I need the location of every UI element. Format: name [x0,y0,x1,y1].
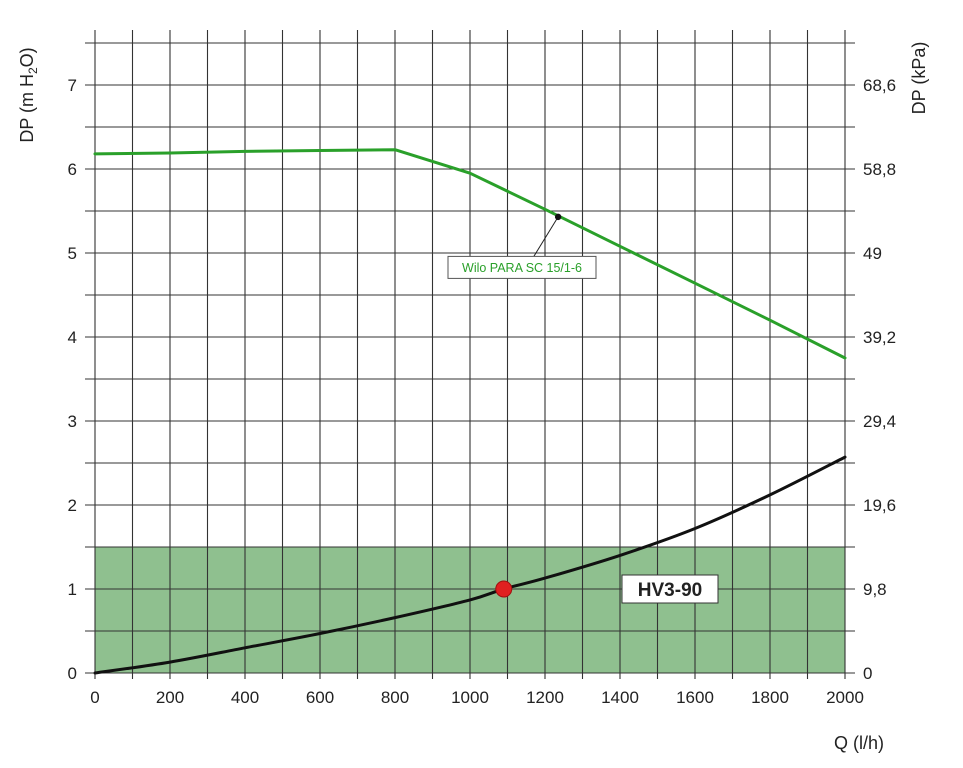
y-tick-label-left: 2 [68,496,77,515]
x-tick-label: 1800 [751,688,789,707]
grid [85,30,855,679]
annotation-label-wilo: Wilo PARA SC 15/1-6 [462,261,582,275]
y-tick-label-left: 7 [68,76,77,95]
annotation-box-wilo [447,255,597,279]
x-tick-label: 2000 [826,688,864,707]
series-line-hv3-90 [93,455,847,675]
x-tick-label: 1400 [601,688,639,707]
y-tick-label-right: 49 [863,244,882,263]
x-tick-label: 1600 [676,688,714,707]
annotation-layer: Wilo PARA SC 15/1-6 HV3-90 [447,213,719,604]
x-tick-label: 800 [381,688,409,707]
y-tick-label-right: 39,2 [863,328,896,347]
y-axis-title-suffix: O) [17,47,37,67]
annotation-box-hv3-90 [621,574,719,604]
x-tick-label: 0 [90,688,99,707]
y-tick-label-right: 58,8 [863,160,896,179]
tick-labels: 0 200 400 600 800 1000 1200 1400 1600 1800 2000 0 1 2… [68,76,897,707]
y-tick-label-right: 29,4 [863,412,896,431]
annotation-label-hv3-90: HV3-90 [638,580,702,601]
x-tick-label: 600 [306,688,334,707]
x-tick-label: 1200 [526,688,564,707]
x-tick-label: 1000 [451,688,489,707]
y-tick-label-right: 9,8 [863,580,887,599]
series-line-wilo [93,148,847,360]
y-tick-label-right: 0 [863,664,872,683]
series-layer [93,148,847,675]
y-tick-label-left: 1 [68,580,77,599]
y-tick-label-left: 6 [68,160,77,179]
y-tick-label-left: 4 [68,328,77,347]
annotation-leader [533,216,559,257]
x-axis-title: Q (l/h) [834,733,884,753]
operating-point-marker [495,580,513,598]
y-axis-title-right: DP (kPa) [909,42,929,115]
y-axis-title-prefix: DP (m H [17,74,37,143]
x-tick-label: 400 [231,688,259,707]
y-tick-label-right: 68,6 [863,76,896,95]
y-tick-label-right: 19,6 [863,496,896,515]
y-axis-title-left: DP (m H2O) [17,47,40,142]
y-tick-label-left: 5 [68,244,77,263]
y-tick-label-left: 0 [68,664,77,683]
annotation-point [554,213,562,221]
y-tick-label-left: 3 [68,412,77,431]
x-tick-label: 200 [156,688,184,707]
y-axis-title-subscript: 2 [26,67,40,74]
